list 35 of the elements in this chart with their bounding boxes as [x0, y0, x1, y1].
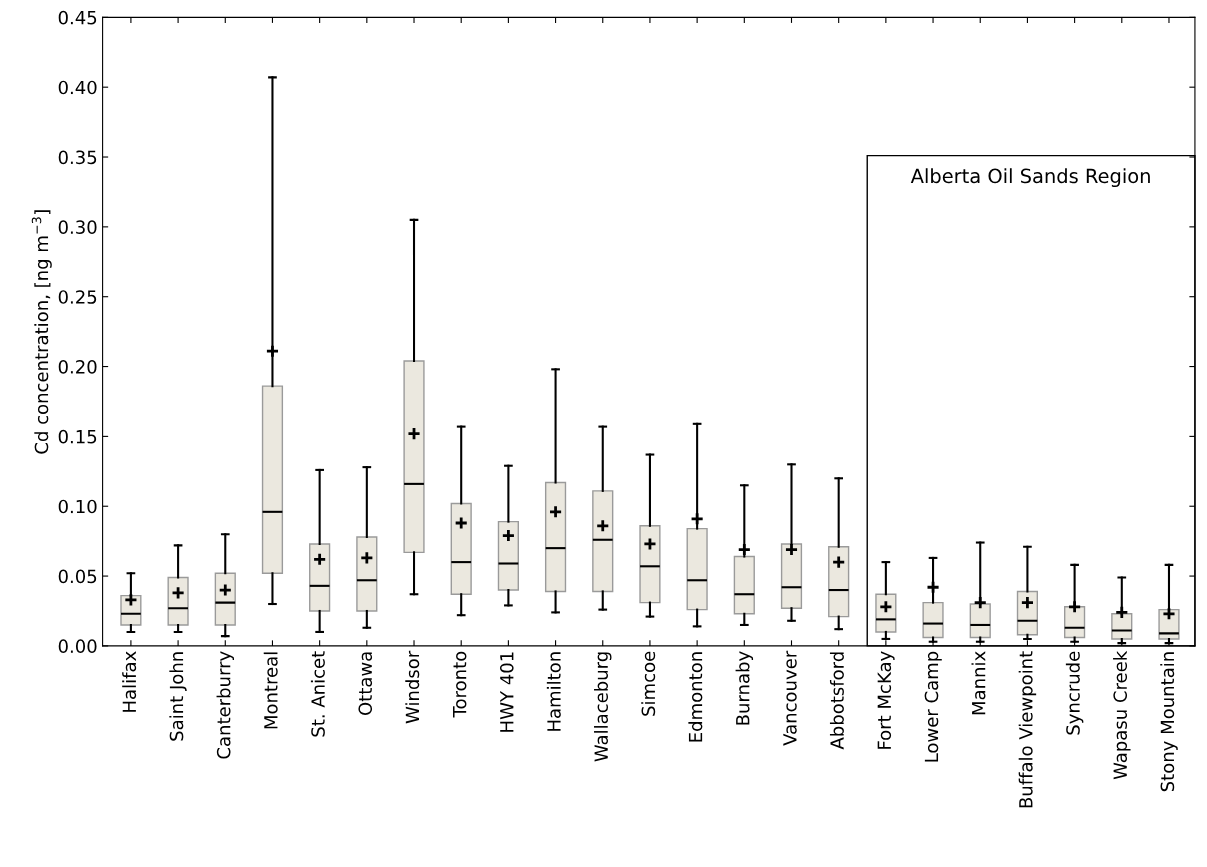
y-tick-label: 0.30: [58, 220, 97, 234]
x-tick-label: St. Anicet: [310, 651, 325, 737]
x-tick-label: Fort McKay: [877, 651, 895, 749]
x-tick-label: Burnaby: [735, 651, 754, 725]
y-tick-label: 0.45: [58, 10, 97, 25]
x-tick-label: Hamilton: [546, 652, 561, 731]
x-tick-label: Abbotsford: [829, 652, 844, 750]
x-tick-label: HWY 401: [499, 652, 514, 732]
y-tick-label: 0.20: [58, 360, 97, 374]
x-tick-label: Buffalo Viewpoint: [1018, 651, 1037, 808]
y-tick-label: 0.00: [58, 639, 97, 654]
x-tick-label: Simcoe: [641, 651, 656, 716]
y-tick-label: 0.40: [58, 80, 97, 95]
x-tick-label: Toronto: [453, 651, 467, 718]
y-tick-label: 0.25: [58, 290, 97, 304]
x-tick-label: Saint John: [169, 652, 187, 741]
annotation: Alberta Oil Sands Region: [910, 168, 1150, 188]
y-tick-label: 0.35: [58, 150, 97, 165]
y-tick-label: 0.10: [58, 499, 97, 514]
x-tick-label: Mannix: [971, 651, 986, 715]
x-tick-label: Canterburry: [216, 651, 235, 759]
x-tick-label: Wallaceburg: [594, 652, 612, 762]
x-tick-label: Wapasu Creek: [1113, 650, 1131, 780]
x-tick-label: Halifax: [122, 651, 137, 712]
x-tick-label: Windsor: [405, 650, 420, 724]
y-tick-label: 0.15: [58, 429, 97, 444]
x-tick-label: Vancouver: [783, 650, 797, 746]
y-axis-title: Cd concentration, [ng m$^{−3}$]: [31, 210, 52, 454]
x-tick-label: Lower Camp: [924, 651, 942, 762]
x-tick-label: Syncrude: [1065, 651, 1084, 735]
x-tick-label: Edmonton: [688, 652, 703, 742]
y-tick-label: 0.05: [58, 569, 97, 584]
x-tick-label: Ottawa: [358, 652, 373, 716]
x-tick-label: Stony Mountain: [1160, 652, 1178, 792]
x-tick-label: Montreal: [263, 652, 278, 729]
